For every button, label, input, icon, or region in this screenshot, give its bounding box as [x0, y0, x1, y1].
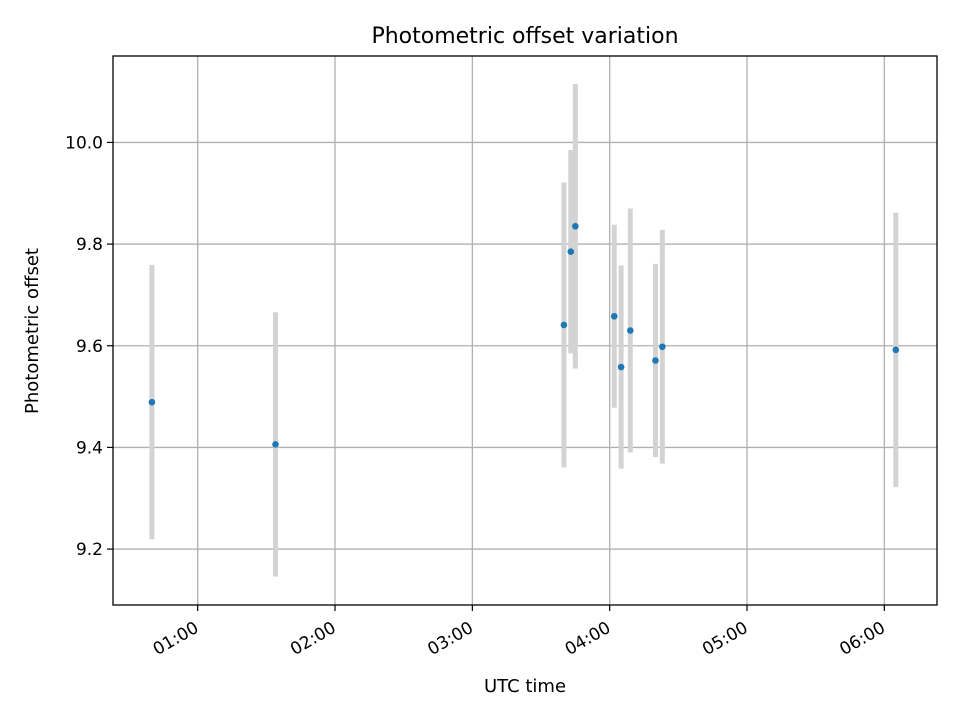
- y-tick-label: 9.6: [76, 337, 103, 357]
- grid: [113, 56, 937, 605]
- data-point: [567, 248, 575, 256]
- data-point: [626, 327, 634, 334]
- y-tick-label: 10.0: [65, 133, 103, 153]
- data-point: [610, 312, 618, 320]
- data-point: [148, 398, 156, 406]
- plot-area-frame: [112, 55, 938, 606]
- x-tick-label: 03:00: [424, 618, 476, 660]
- data-point: [659, 343, 666, 351]
- data-point: [617, 363, 625, 371]
- y-tick-label: 9.8: [76, 235, 103, 255]
- y-axis-label: Photometric offset: [22, 248, 43, 414]
- x-tick-label: 04:00: [562, 618, 614, 660]
- data-points: [148, 222, 900, 448]
- error-bars: [149, 83, 899, 577]
- data-point: [892, 346, 900, 354]
- data-point: [652, 357, 659, 364]
- y-tick-label: 9.4: [76, 438, 103, 458]
- data-point: [572, 222, 579, 230]
- x-tick-label: 02:00: [287, 618, 339, 660]
- data-point: [272, 441, 279, 448]
- x-tick-label: 06:00: [836, 618, 888, 660]
- x-tick-label: 01:00: [150, 618, 202, 660]
- axis-ticks: 01:00 02:00 03:00 04:00 05:00 06:00 9.2 9.4 9.6 9…: [65, 133, 889, 659]
- x-axis-label: UTC time: [484, 676, 566, 697]
- chart-title: Photometric offset variation: [371, 24, 678, 49]
- y-tick-label: 9.2: [76, 540, 103, 560]
- data-point: [560, 321, 568, 329]
- x-tick-label: 05:00: [699, 618, 751, 660]
